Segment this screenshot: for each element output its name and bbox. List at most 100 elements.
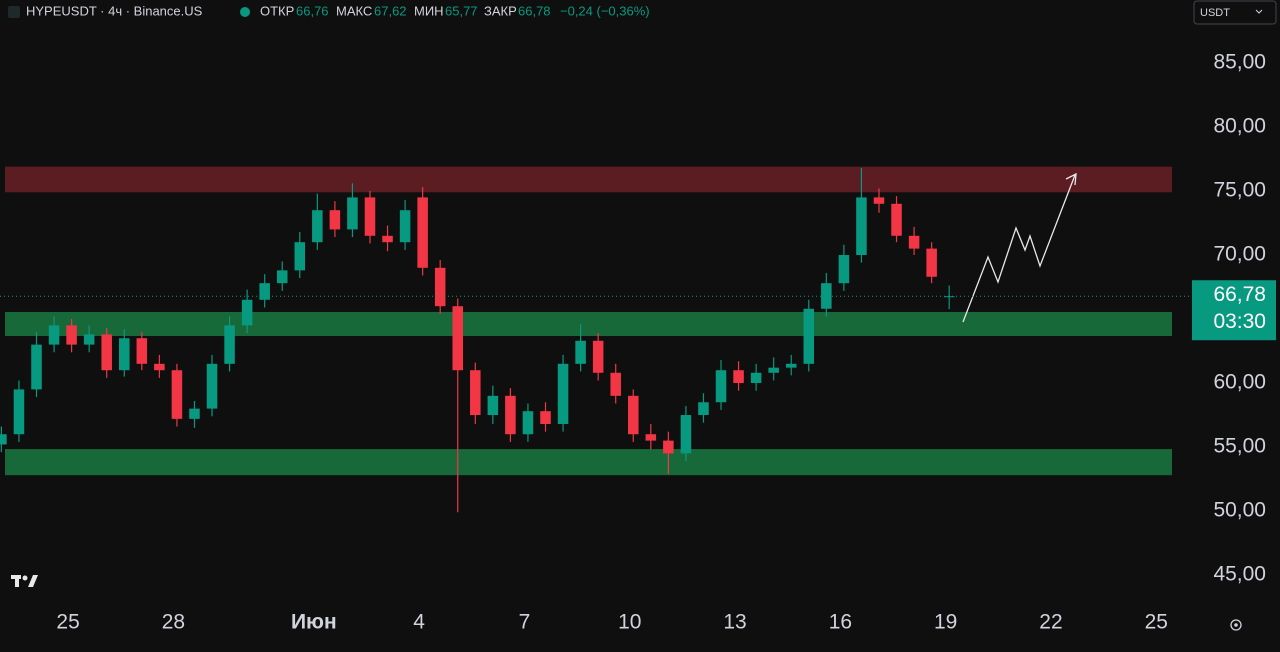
candle-body: [505, 395, 516, 435]
close-label: ЗАКР: [484, 3, 517, 18]
candle-body: [908, 235, 920, 249]
open-label: ОТКР: [260, 3, 294, 18]
candle-body: [136, 338, 148, 364]
symbol: HYPEUSDT · 4ч · Binance.US: [26, 3, 203, 18]
candle-body: [610, 372, 621, 396]
candle-body: [680, 415, 692, 454]
status-dot: [240, 7, 250, 17]
candle-body: [452, 306, 464, 371]
candle-body: [48, 325, 60, 345]
projection-path: [962, 174, 1076, 323]
close-value: 66,78: [518, 3, 551, 18]
candles: [0, 167, 955, 513]
candle-body: [873, 197, 885, 204]
candle-body: [470, 370, 481, 416]
candle-body: [154, 363, 165, 371]
currency-button[interactable]: [1193, 0, 1277, 25]
candle-body: [101, 334, 112, 371]
low-value: 65,77: [445, 3, 478, 18]
y-tick-label: 45,00: [1213, 563, 1266, 586]
candle-body: [768, 367, 779, 373]
currency: USDT: [1200, 7, 1230, 19]
candle-body: [698, 402, 709, 416]
open-value: 66,76: [296, 3, 329, 18]
x-tick-label: 10: [618, 611, 641, 634]
countdown: 03:30: [1213, 310, 1266, 333]
x-tick-label: 28: [162, 611, 185, 634]
candle-body: [943, 296, 955, 298]
logo-stem: [15, 575, 19, 587]
high-value: 67,62: [374, 3, 407, 18]
settings-icon[interactable]: [1230, 619, 1242, 631]
y-tick-label: 60,00: [1213, 371, 1266, 394]
candle-body: [750, 372, 762, 384]
symbol-icon: [8, 6, 20, 18]
candle-body: [83, 334, 95, 345]
x-tick-label: 19: [934, 611, 957, 634]
y-tick-label: 80,00: [1213, 115, 1266, 138]
candle-body: [312, 210, 323, 243]
candle-body: [926, 248, 937, 277]
candle-body: [803, 308, 815, 364]
candle-body: [66, 325, 77, 345]
candle-body: [821, 283, 832, 309]
zone: [5, 166, 1172, 193]
x-tick-label: 25: [1145, 611, 1168, 634]
x-tick-label: Июн: [291, 611, 337, 634]
last-price-label: 66,78: [1213, 283, 1266, 306]
candle-body: [487, 395, 499, 416]
projection-arrowhead: [1065, 172, 1077, 186]
candle-body: [364, 197, 376, 236]
candle-body: [856, 197, 867, 256]
candle-body: [0, 434, 7, 445]
header: HYPEUSDT · 4ч · Binance.US ОТКР 66,76 МА…: [8, 3, 650, 18]
candle-body: [171, 370, 183, 419]
zone: [5, 311, 1172, 337]
candle-body: [645, 434, 657, 441]
candle-body: [224, 325, 235, 364]
y-tick-label: 75,00: [1213, 179, 1266, 202]
candle-body: [522, 411, 534, 435]
candle-body: [627, 395, 639, 435]
candle-body: [733, 370, 744, 384]
y-tick-label: 85,00: [1213, 51, 1266, 74]
x-tick-label: 7: [519, 611, 531, 634]
x-tick-label: 16: [829, 611, 852, 634]
logo-dot: [22, 575, 28, 581]
change: −0,24 (−0,36%): [560, 3, 650, 18]
y-tick-label: 70,00: [1213, 243, 1266, 266]
x-tick-label: 25: [56, 611, 79, 634]
candle-body: [715, 370, 727, 403]
candle-body: [329, 210, 341, 230]
y-tick-label: 55,00: [1213, 435, 1266, 458]
x-tick-label: 22: [1039, 611, 1062, 634]
settings-icon-core: [1234, 623, 1238, 627]
currency-caret: [1255, 9, 1263, 14]
zone: [5, 449, 1172, 476]
candle-body: [785, 363, 797, 368]
candle-body: [417, 197, 428, 268]
high-label: МАКС: [336, 3, 372, 18]
y-tick-label: 50,00: [1213, 499, 1266, 522]
candle-body: [557, 363, 569, 424]
candle-body: [347, 197, 358, 230]
candle-body: [592, 340, 604, 373]
candle-body: [241, 299, 253, 326]
candle-body: [891, 203, 902, 236]
candle-body: [294, 242, 306, 271]
low-label: МИН: [414, 3, 444, 18]
x-tick-label: 4: [413, 611, 425, 634]
logo-slash: [28, 575, 38, 587]
candle-body: [434, 267, 446, 307]
zones: [5, 166, 1172, 476]
candle-body: [540, 411, 551, 424]
last-price-box: [1192, 280, 1276, 341]
candle-body: [575, 340, 586, 364]
x-tick-label: 13: [723, 611, 746, 634]
candle-body: [13, 389, 25, 435]
candle-body: [31, 344, 42, 390]
logo: [11, 575, 38, 587]
candle-body: [189, 408, 200, 419]
